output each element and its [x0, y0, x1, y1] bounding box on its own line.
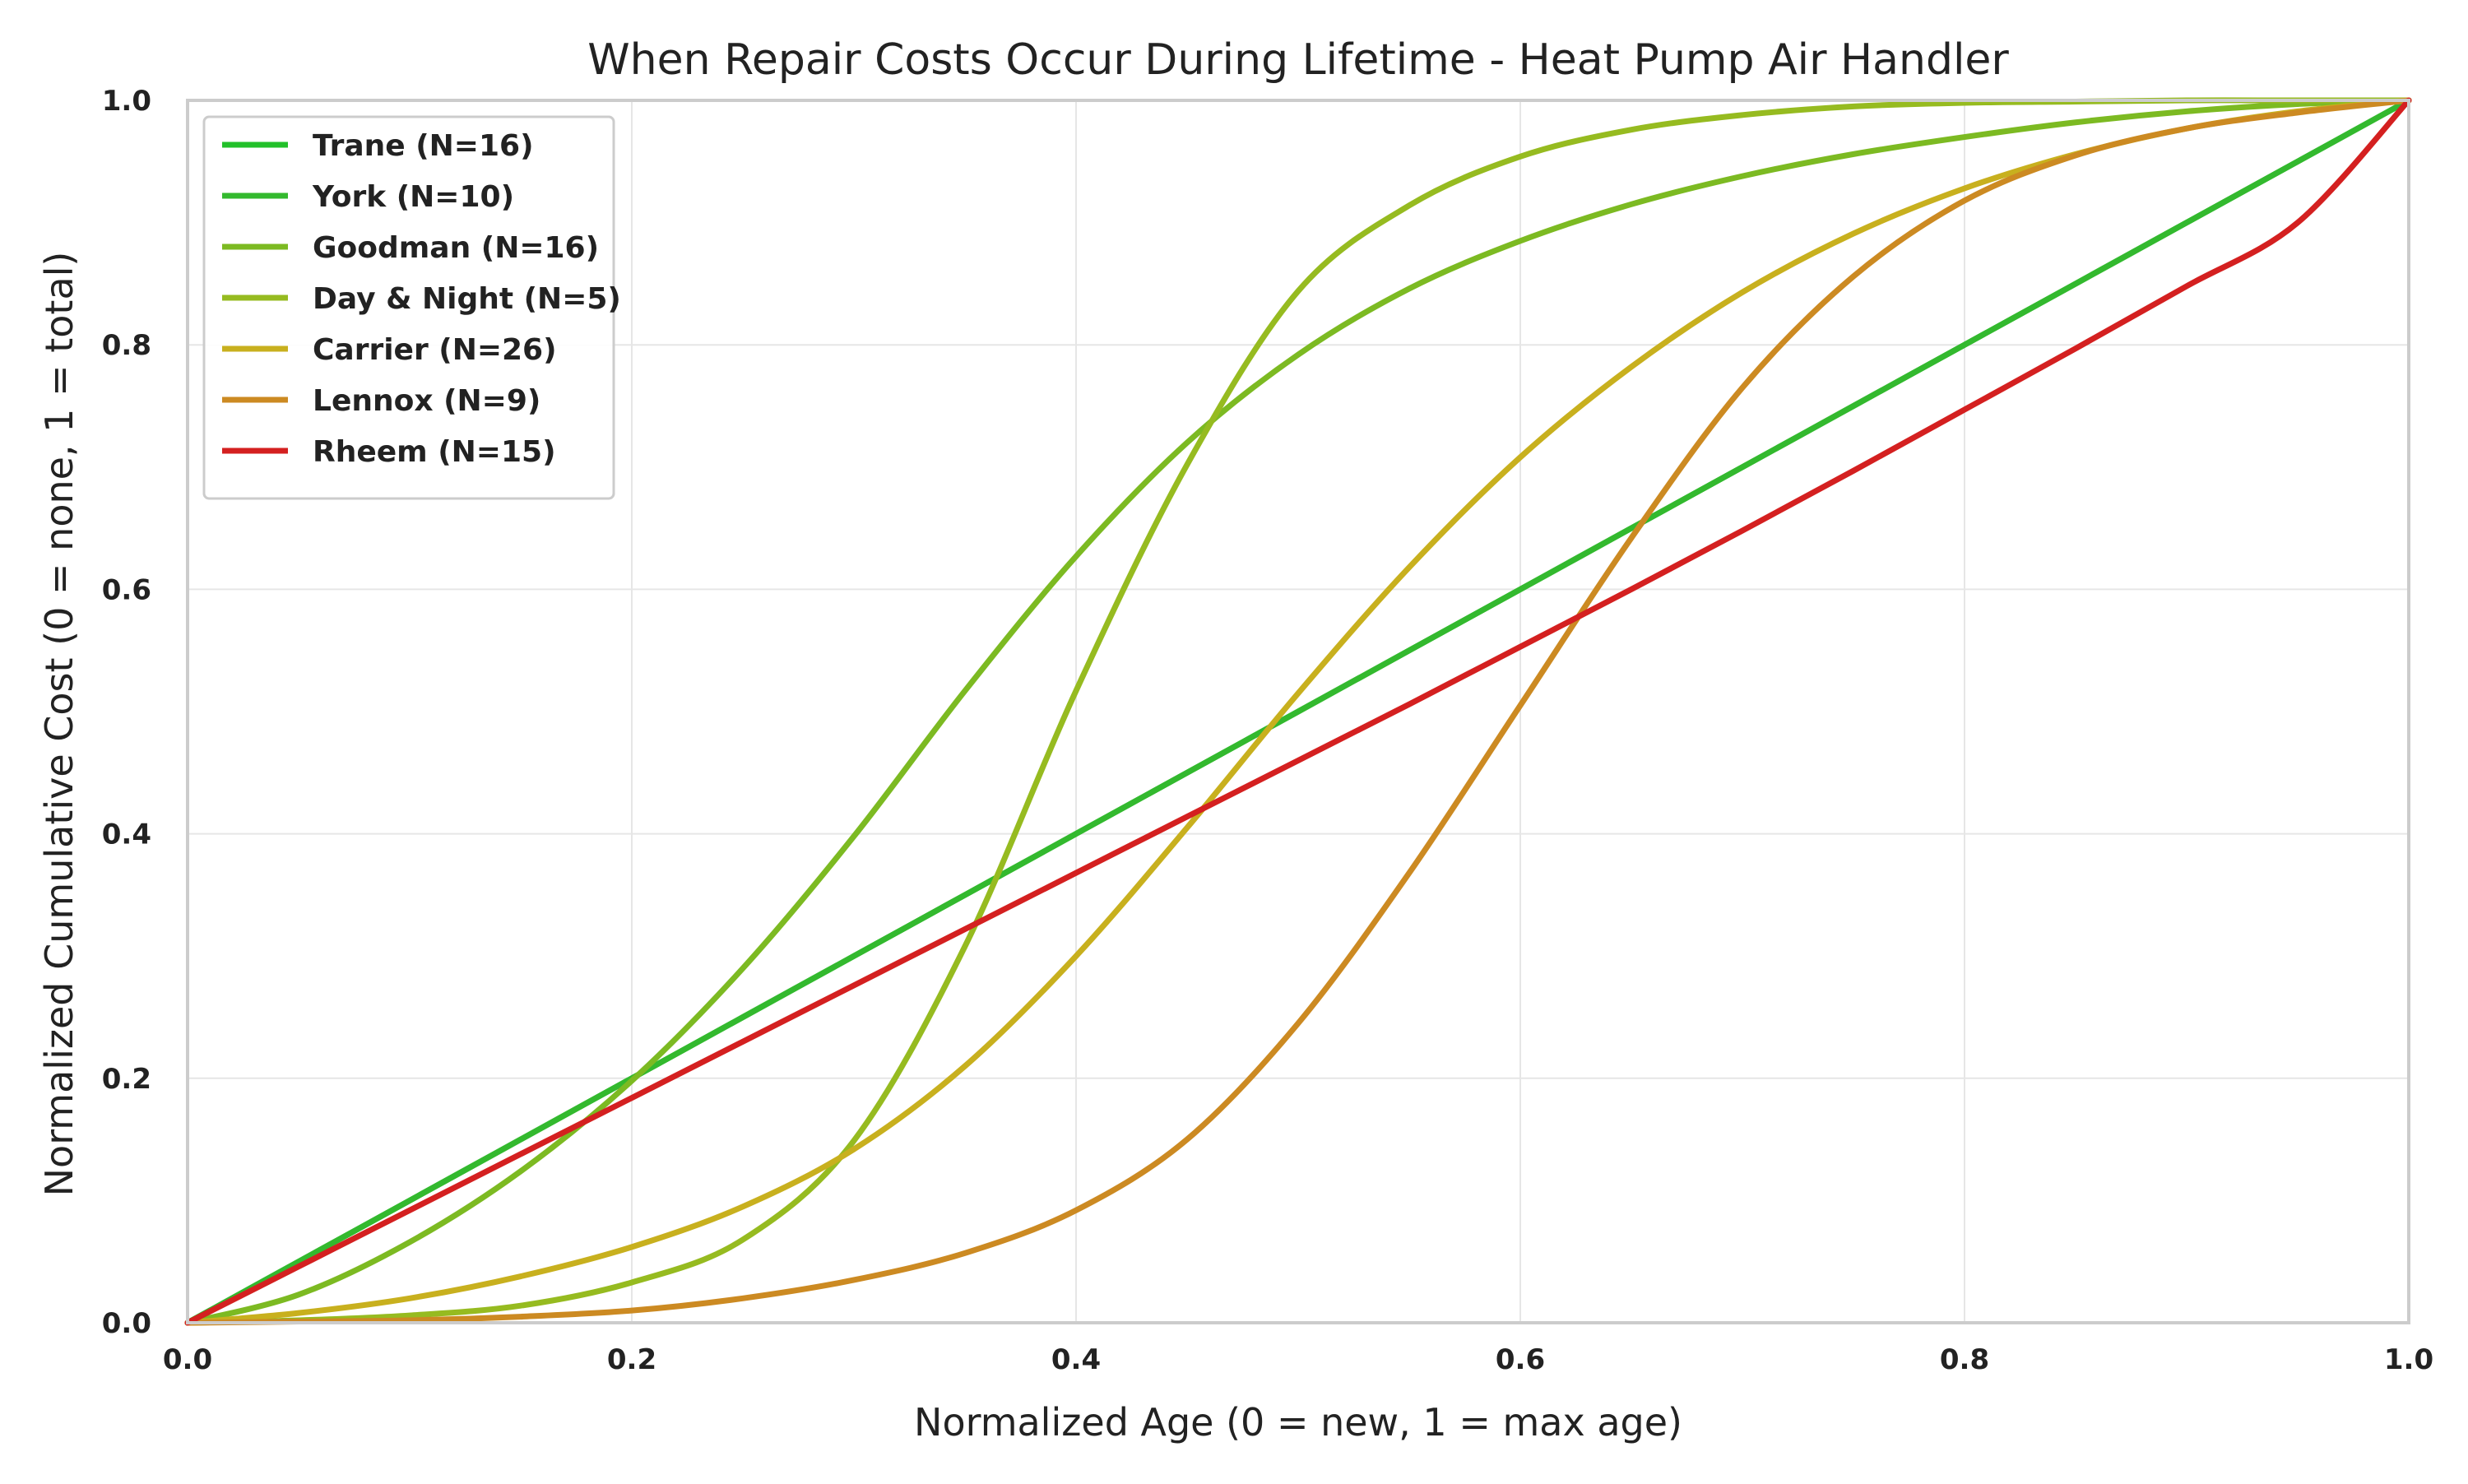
x-tick-label: 0.2 [607, 1343, 656, 1376]
legend: Trane (N=16) York (N=10) Goodman (N=16) Day… [202, 115, 621, 500]
legend-label-york: York (N=10) [312, 180, 514, 214]
series-line-lennox [184, 97, 2412, 1326]
series-line-york [184, 97, 2412, 1326]
legend-label-lennox: Lennox (N=9) [313, 384, 540, 418]
x-tick-label: 0.6 [1496, 1343, 1545, 1376]
y-tick-label: 0.2 [102, 1063, 151, 1096]
series-line-goodman [184, 97, 2412, 1326]
series-line-rheem [184, 97, 2412, 1326]
tick-layer: 0.0 0.2 0.4 0.6 0.8 1.0 0.0 0.2 0.4 0.6 0.8 1.0 [102, 85, 2433, 1376]
y-axis-label: Normalized Cumulative Cost (0 = none, 1 … [37, 252, 81, 1197]
series-layer [184, 97, 2412, 1326]
chart-title: When Repair Costs Occur During Lifetime … [587, 35, 2009, 85]
series-line-carrier [184, 97, 2412, 1326]
legend-label-day-night: Day & Night (N=5) [313, 282, 621, 316]
legend-label-goodman: Goodman (N=16) [313, 231, 599, 265]
x-tick-label: 0.8 [1940, 1343, 1989, 1376]
x-tick-label: 0.0 [163, 1343, 212, 1376]
legend-label-rheem: Rheem (N=15) [313, 435, 556, 469]
series-line-day-night [184, 97, 2412, 1326]
legend-label-carrier: Carrier (N=26) [313, 333, 557, 367]
legend-box [202, 115, 615, 500]
legend-label-trane: Trane (N=16) [313, 129, 534, 163]
y-tick-label: 1.0 [102, 85, 151, 118]
x-tick-label: 1.0 [2384, 1343, 2433, 1376]
plot-frame [186, 99, 2410, 1324]
y-tick-label: 0.8 [102, 329, 151, 362]
y-tick-label: 0.4 [102, 819, 151, 851]
y-tick-label: 0.0 [102, 1307, 151, 1340]
x-axis-label: Normalized Age (0 = new, 1 = max age) [914, 1400, 1682, 1445]
y-tick-label: 0.6 [102, 573, 151, 606]
x-tick-label: 0.4 [1051, 1343, 1101, 1376]
